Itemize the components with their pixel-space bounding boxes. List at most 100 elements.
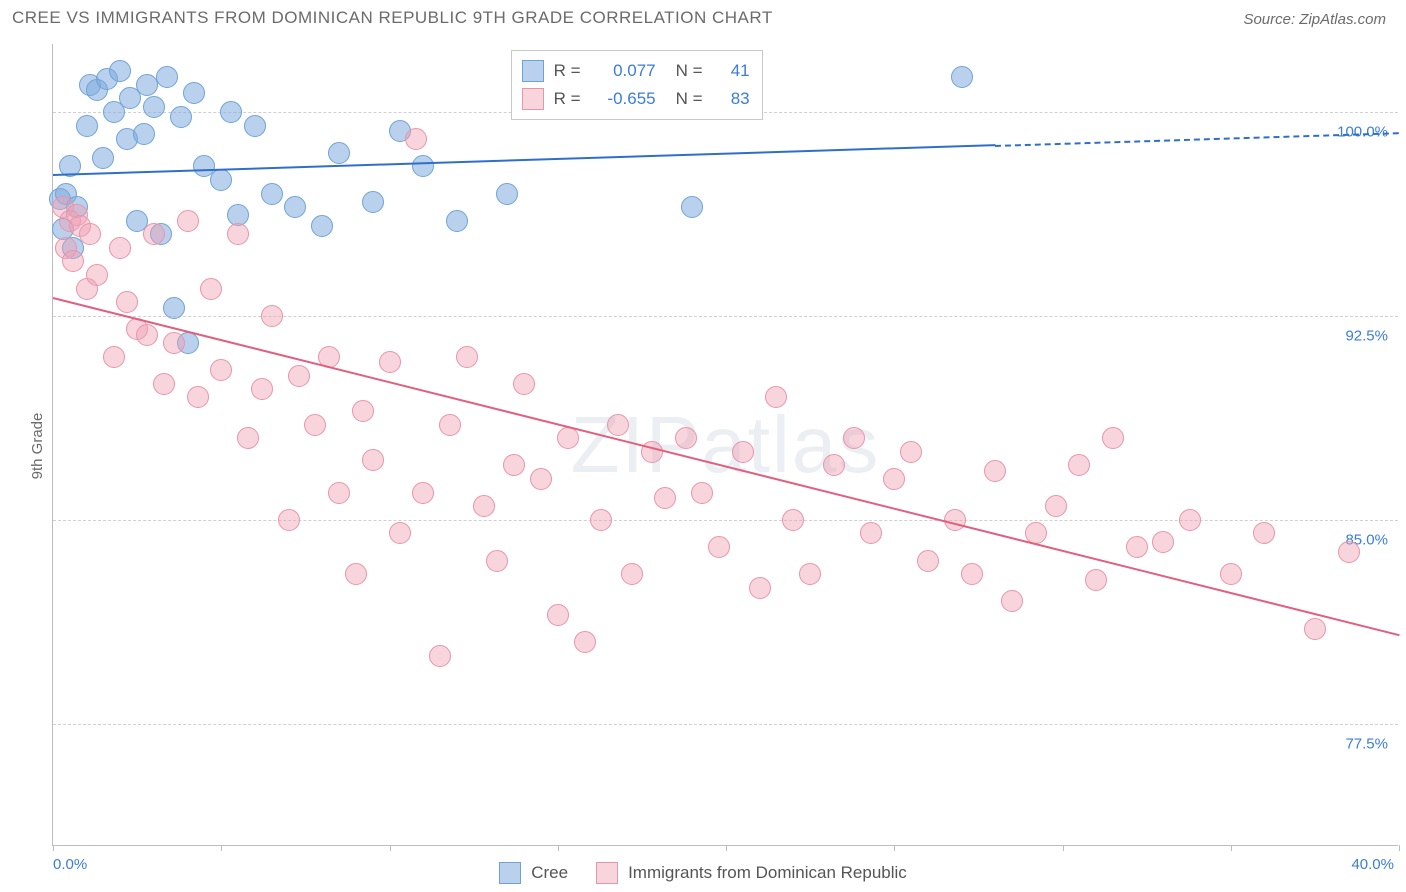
data-point bbox=[823, 454, 845, 476]
data-point bbox=[177, 210, 199, 232]
y-tick-label: 92.5% bbox=[1345, 327, 1388, 344]
data-point bbox=[76, 115, 98, 137]
correlation-legend: R = 0.077 N = 41 R =-0.655N =83 bbox=[511, 50, 763, 120]
data-point bbox=[103, 346, 125, 368]
data-point bbox=[210, 169, 232, 191]
data-point bbox=[345, 563, 367, 585]
watermark: ZIPatlas bbox=[571, 399, 880, 491]
x-tick bbox=[390, 845, 391, 851]
data-point bbox=[708, 536, 730, 558]
data-point bbox=[557, 427, 579, 449]
data-point bbox=[607, 414, 629, 436]
data-point bbox=[79, 223, 101, 245]
x-tick bbox=[53, 845, 54, 851]
data-point bbox=[136, 74, 158, 96]
legend-r-label: R = bbox=[554, 61, 588, 81]
data-point bbox=[278, 509, 300, 531]
data-point bbox=[961, 563, 983, 585]
data-point bbox=[732, 441, 754, 463]
data-point bbox=[362, 191, 384, 213]
x-tick bbox=[221, 845, 222, 851]
y-tick-label: 77.5% bbox=[1345, 735, 1388, 752]
data-point bbox=[691, 482, 713, 504]
legend-swatch bbox=[596, 862, 618, 884]
data-point bbox=[486, 550, 508, 572]
data-point bbox=[547, 604, 569, 626]
data-point bbox=[749, 577, 771, 599]
data-point bbox=[917, 550, 939, 572]
data-point bbox=[389, 522, 411, 544]
data-point bbox=[1220, 563, 1242, 585]
data-point bbox=[860, 522, 882, 544]
data-point bbox=[311, 215, 333, 237]
data-point bbox=[227, 223, 249, 245]
x-tick bbox=[1231, 845, 1232, 851]
data-point bbox=[352, 400, 374, 422]
plot-area: ZIPatlas 77.5%85.0%92.5%100.0%0.0%40.0%R… bbox=[52, 44, 1398, 846]
series-legend-item: Cree bbox=[499, 862, 568, 884]
data-point bbox=[446, 210, 468, 232]
data-point bbox=[143, 96, 165, 118]
data-point bbox=[951, 66, 973, 88]
data-point bbox=[163, 332, 185, 354]
data-point bbox=[984, 460, 1006, 482]
data-point bbox=[62, 250, 84, 272]
data-point bbox=[456, 346, 478, 368]
data-point bbox=[412, 155, 434, 177]
data-point bbox=[473, 495, 495, 517]
data-point bbox=[675, 427, 697, 449]
data-point bbox=[883, 468, 905, 490]
data-point bbox=[503, 454, 525, 476]
data-point bbox=[328, 142, 350, 164]
data-point bbox=[156, 66, 178, 88]
data-point bbox=[782, 509, 804, 531]
trend-line bbox=[53, 297, 1399, 636]
title-bar: CREE VS IMMIGRANTS FROM DOMINICAN REPUBL… bbox=[0, 0, 1406, 34]
data-point bbox=[513, 373, 535, 395]
data-point bbox=[1304, 618, 1326, 640]
legend-r-value: -0.655 bbox=[598, 89, 656, 109]
chart-title: CREE VS IMMIGRANTS FROM DOMINICAN REPUBL… bbox=[12, 8, 773, 28]
data-point bbox=[133, 123, 155, 145]
x-tick bbox=[894, 845, 895, 851]
data-point bbox=[261, 183, 283, 205]
data-point bbox=[944, 509, 966, 531]
data-point bbox=[1338, 541, 1360, 563]
data-point bbox=[362, 449, 384, 471]
series-legend-item: Immigrants from Dominican Republic bbox=[596, 862, 907, 884]
data-point bbox=[261, 305, 283, 327]
legend-n-label: N = bbox=[676, 61, 710, 81]
data-point bbox=[1152, 531, 1174, 553]
data-point bbox=[1045, 495, 1067, 517]
data-point bbox=[590, 509, 612, 531]
data-point bbox=[220, 101, 242, 123]
data-point bbox=[530, 468, 552, 490]
legend-swatch bbox=[522, 88, 544, 110]
legend-r-value: 0.077 bbox=[598, 61, 656, 81]
gridline-h bbox=[53, 316, 1398, 317]
data-point bbox=[379, 351, 401, 373]
legend-row: R = 0.077 N = 41 bbox=[522, 57, 750, 85]
legend-n-value: 83 bbox=[720, 89, 750, 109]
bottom-legend: Cree Immigrants from Dominican Republic bbox=[0, 862, 1406, 884]
gridline-h bbox=[53, 724, 1398, 725]
data-point bbox=[496, 183, 518, 205]
legend-row: R =-0.655N =83 bbox=[522, 85, 750, 113]
data-point bbox=[170, 106, 192, 128]
data-point bbox=[1085, 569, 1107, 591]
data-point bbox=[237, 427, 259, 449]
x-tick bbox=[1399, 845, 1400, 851]
data-point bbox=[200, 278, 222, 300]
series-legend-label: Immigrants from Dominican Republic bbox=[628, 863, 907, 883]
data-point bbox=[244, 115, 266, 137]
data-point bbox=[109, 60, 131, 82]
x-tick bbox=[726, 845, 727, 851]
legend-n-value: 41 bbox=[720, 61, 750, 81]
series-legend-label: Cree bbox=[531, 863, 568, 883]
x-tick bbox=[558, 845, 559, 851]
data-point bbox=[412, 482, 434, 504]
x-tick bbox=[1063, 845, 1064, 851]
legend-swatch bbox=[499, 862, 521, 884]
data-point bbox=[574, 631, 596, 653]
data-point bbox=[288, 365, 310, 387]
